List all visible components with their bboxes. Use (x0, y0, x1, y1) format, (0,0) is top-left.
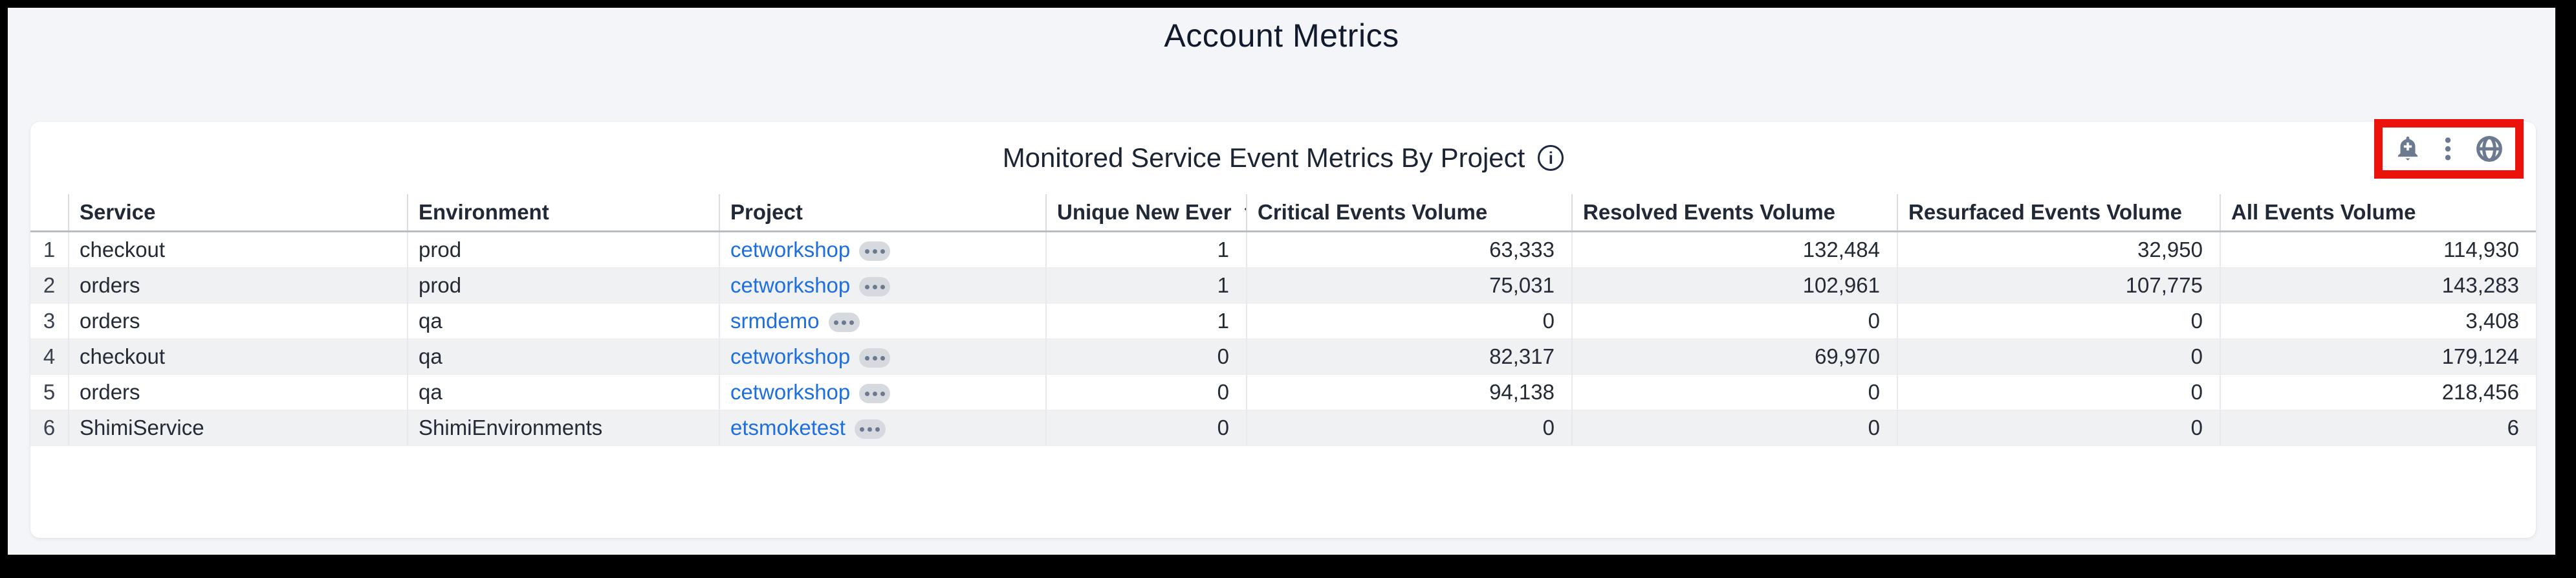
globe-icon[interactable] (2474, 133, 2505, 164)
ellipsis-pill[interactable] (828, 313, 860, 333)
cell-all: 6 (2220, 410, 2536, 446)
project-link[interactable]: cetworkshop (730, 380, 851, 404)
cell-resolved: 132,484 (1571, 231, 1897, 268)
row-number-header (30, 194, 69, 232)
cell-environment: prod (407, 267, 719, 304)
cell-unique-new: 1 (1045, 267, 1247, 304)
cell-project: cetworkshop (719, 339, 1046, 375)
cell-all: 3,408 (2220, 303, 2536, 339)
cell-resolved: 0 (1571, 374, 1897, 410)
col-header-resolved[interactable]: Resolved Events Volume (1571, 194, 1897, 232)
cell-resurfaced: 107,775 (1897, 267, 2220, 304)
project-link[interactable]: cetworkshop (730, 273, 851, 297)
cell-project: cetworkshop (719, 231, 1046, 268)
cell-resurfaced: 0 (1897, 374, 2220, 410)
row-number: 2 (30, 267, 69, 304)
panel-title[interactable]: Monitored Service Event Metrics By Proje… (1002, 142, 1525, 173)
ellipsis-pill[interactable] (859, 348, 891, 368)
kebab-menu-icon[interactable] (2443, 134, 2452, 164)
table-row: 4 checkout qa cetworkshop 0 82,317 69,97… (30, 339, 2536, 375)
annotation-red-box (2374, 119, 2524, 179)
cell-service: orders (68, 267, 408, 304)
cell-unique-new: 1 (1045, 231, 1247, 268)
project-link[interactable]: srmdemo (730, 309, 820, 333)
cell-critical: 94,138 (1246, 374, 1572, 410)
col-header-service[interactable]: Service (68, 194, 408, 232)
cell-service: orders (68, 303, 408, 339)
cell-critical: 0 (1246, 410, 1572, 446)
cell-service: checkout (68, 339, 408, 375)
col-header-critical[interactable]: Critical Events Volume (1246, 194, 1572, 232)
cell-unique-new: 0 (1045, 410, 1247, 446)
col-header-unique-new-label: Unique New Ever (1057, 200, 1232, 224)
panel-header: Monitored Service Event Metrics By Proje… (30, 122, 2536, 194)
cell-resurfaced: 0 (1897, 303, 2220, 339)
cell-project: cetworkshop (719, 267, 1046, 304)
project-link[interactable]: cetworkshop (730, 238, 851, 261)
cell-all: 179,124 (2220, 339, 2536, 375)
cell-resolved: 0 (1571, 410, 1897, 446)
cell-resolved: 0 (1571, 303, 1897, 339)
table-row: 1 checkout prod cetworkshop 1 63,333 132… (30, 231, 2536, 268)
metrics-table: Service Environment Project Unique New E… (30, 194, 2536, 446)
cell-critical: 82,317 (1246, 339, 1572, 375)
cell-environment: ShimiEnvironments (407, 410, 719, 446)
col-header-environment[interactable]: Environment (407, 194, 719, 232)
metrics-panel: Monitored Service Event Metrics By Proje… (30, 122, 2536, 538)
table-row: 3 orders qa srmdemo 1 0 0 0 3,408 (30, 303, 2536, 339)
cell-critical: 63,333 (1246, 231, 1572, 268)
cell-environment: qa (407, 339, 719, 375)
row-number: 5 (30, 374, 69, 410)
dashboard-background: Account Metrics Monitored Service Event … (8, 8, 2555, 555)
row-number: 1 (30, 231, 69, 268)
cell-resurfaced: 32,950 (1897, 231, 2220, 268)
cell-all: 218,456 (2220, 374, 2536, 410)
table-row: 6 ShimiService ShimiEnvironments etsmoke… (30, 410, 2536, 446)
cell-project: cetworkshop (719, 374, 1046, 410)
col-header-unique-new[interactable]: Unique New Ever (1045, 194, 1247, 232)
cell-service: orders (68, 374, 408, 410)
cell-resurfaced: 0 (1897, 410, 2220, 446)
cell-environment: qa (407, 374, 719, 410)
col-header-project[interactable]: Project (719, 194, 1046, 232)
cell-all: 114,930 (2220, 231, 2536, 268)
cell-service: checkout (68, 231, 408, 268)
cell-environment: qa (407, 303, 719, 339)
table-header-row: Service Environment Project Unique New E… (30, 194, 2536, 232)
cell-resolved: 102,961 (1571, 267, 1897, 304)
ellipsis-pill[interactable] (859, 384, 891, 404)
cell-unique-new: 0 (1045, 374, 1247, 410)
info-icon[interactable]: i (1538, 145, 1564, 171)
project-link[interactable]: cetworkshop (730, 344, 851, 368)
cell-environment: prod (407, 231, 719, 268)
cell-resurfaced: 0 (1897, 339, 2220, 375)
row-number: 3 (30, 303, 69, 339)
cell-unique-new: 1 (1045, 303, 1247, 339)
row-number: 4 (30, 339, 69, 375)
cell-project: etsmoketest (719, 410, 1046, 446)
cell-project: srmdemo (719, 303, 1046, 339)
ellipsis-pill[interactable] (859, 241, 891, 261)
col-header-all[interactable]: All Events Volume (2220, 194, 2536, 232)
add-alert-bell-icon[interactable] (2393, 134, 2423, 164)
ellipsis-pill[interactable] (859, 277, 891, 297)
page-title: Account Metrics (1164, 17, 1399, 54)
cell-resolved: 69,970 (1571, 339, 1897, 375)
table-row: 5 orders qa cetworkshop 0 94,138 0 0 218… (30, 374, 2536, 410)
ellipsis-pill[interactable] (854, 419, 886, 439)
cell-service: ShimiService (68, 410, 408, 446)
cell-all: 143,283 (2220, 267, 2536, 304)
row-number: 6 (30, 410, 69, 446)
cell-critical: 75,031 (1246, 267, 1572, 304)
table-row: 2 orders prod cetworkshop 1 75,031 102,9… (30, 267, 2536, 304)
cell-unique-new: 0 (1045, 339, 1247, 375)
project-link[interactable]: etsmoketest (730, 416, 846, 439)
cell-critical: 0 (1246, 303, 1572, 339)
col-header-resurfaced[interactable]: Resurfaced Events Volume (1897, 194, 2220, 232)
